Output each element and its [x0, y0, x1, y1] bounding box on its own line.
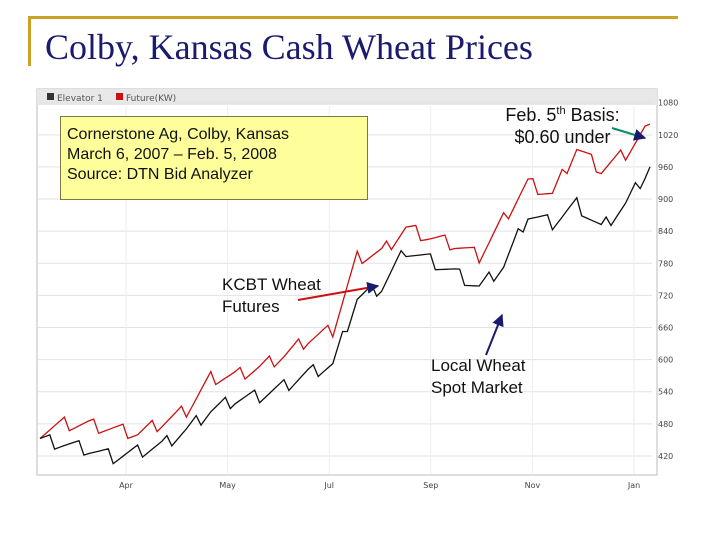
- spot-label-2: Spot Market: [431, 378, 523, 397]
- y-tick-900: 900: [658, 195, 673, 204]
- series-line-elevator-1: [39, 166, 651, 465]
- legend-swatch-future: [116, 93, 123, 100]
- basis-suffix: Basis:: [565, 105, 620, 125]
- basis-value: $0.60 under: [514, 127, 611, 147]
- basis-note: Feb. 5th Basis: $0.60 under: [480, 100, 645, 148]
- info-line-1: Cornerstone Ag, Colby, Kansas: [67, 126, 290, 143]
- y-axis: 420 480 540 600 660 720 780 840 900 960 1020 1080: [658, 99, 678, 461]
- info-line-2: March 6, 2007 – Feb. 5, 2008: [67, 146, 277, 163]
- legend-swatch-elevator: [47, 93, 54, 100]
- y-tick-960: 960: [658, 163, 673, 172]
- legend-future: Future(KW): [126, 94, 176, 104]
- legend-bar: [37, 89, 657, 105]
- y-tick-720: 720: [658, 291, 673, 300]
- x-tick-apr: Apr: [119, 481, 134, 490]
- spot-arrow: [485, 313, 504, 356]
- y-tick-840: 840: [658, 227, 673, 236]
- info-line-3: Source: DTN Bid Analyzer: [67, 166, 253, 183]
- basis-arrow: [611, 127, 647, 141]
- y-tick-1020: 1020: [658, 131, 678, 140]
- legend-elevator: Elevator 1: [57, 94, 103, 104]
- x-tick-nov: Nov: [525, 481, 541, 490]
- basis-sup: th: [556, 105, 566, 117]
- spot-annotation: Local Wheat Spot Market: [431, 355, 526, 399]
- y-tick-600: 600: [658, 356, 673, 365]
- series-group: [39, 123, 651, 465]
- y-tick-1080: 1080: [658, 99, 678, 108]
- info-box: Cornerstone Ag, Colby, Kansas March 6, 2…: [60, 116, 368, 200]
- series-line-future-kw: [39, 123, 651, 440]
- y-tick-540: 540: [658, 388, 673, 397]
- futures-label-1: KCBT Wheat: [222, 275, 321, 294]
- futures-label-2: Futures: [222, 297, 280, 316]
- x-tick-sep: Sep: [423, 481, 438, 490]
- futures-arrow: [297, 281, 380, 301]
- x-tick-jul: Jul: [323, 481, 334, 490]
- basis-prefix: Feb. 5: [505, 105, 557, 125]
- y-tick-480: 480: [658, 420, 673, 429]
- y-tick-780: 780: [658, 259, 673, 268]
- y-tick-420: 420: [658, 452, 673, 461]
- y-tick-660: 660: [658, 323, 673, 332]
- slide-title: Colby, Kansas Cash Wheat Prices: [45, 27, 533, 67]
- title-rule-left: [28, 16, 31, 66]
- x-tick-jan: Jan: [627, 481, 640, 490]
- spot-label-1: Local Wheat: [431, 356, 526, 375]
- title-rule-top: [28, 16, 678, 19]
- futures-annotation: KCBT Wheat Futures: [222, 274, 321, 318]
- x-axis: Apr May Jul Sep Nov Jan: [119, 481, 640, 490]
- x-tick-may: May: [219, 481, 236, 490]
